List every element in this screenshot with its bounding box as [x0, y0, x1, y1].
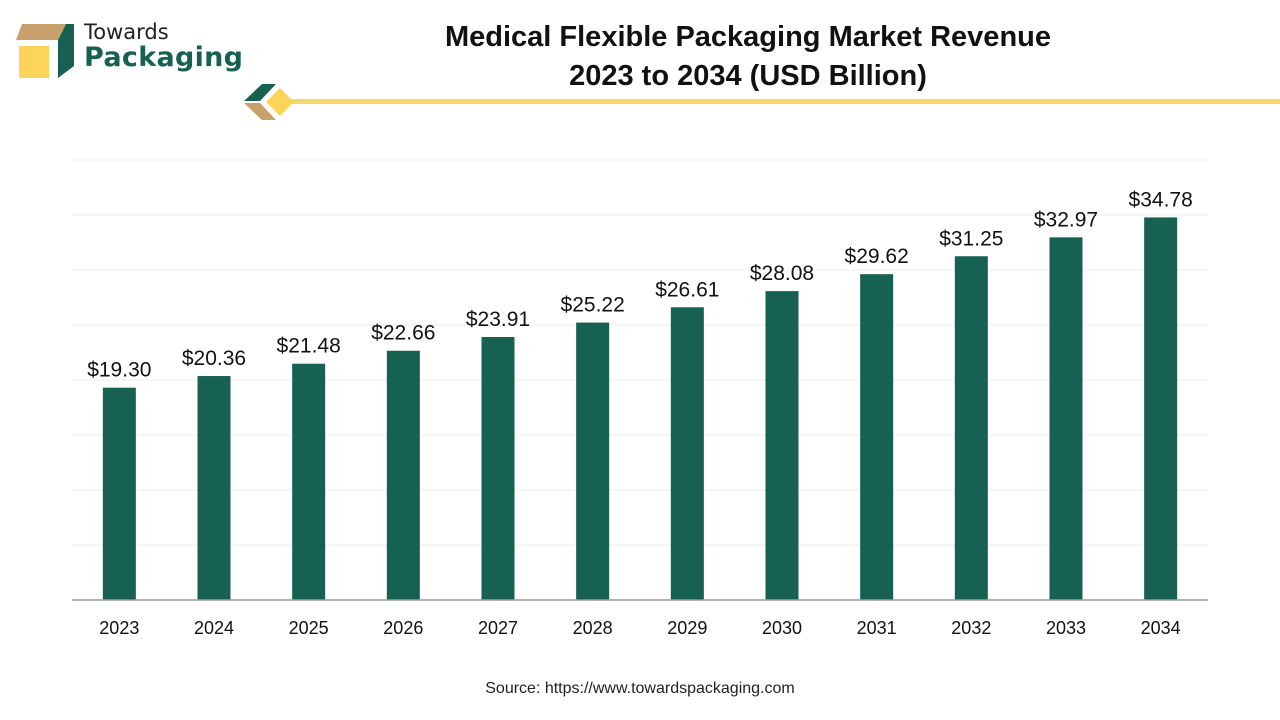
source-note: Source: https://www.towardspackaging.com [485, 680, 795, 697]
bar-2030 [765, 291, 799, 600]
bar-2025 [292, 363, 326, 600]
x-tick-label-2024: 2024 [194, 618, 234, 638]
data-label-2026: $22.66 [371, 322, 435, 345]
data-label-2024: $20.36 [182, 347, 246, 370]
data-label-2034: $34.78 [1129, 188, 1193, 211]
x-tick-label-2027: 2027 [478, 618, 518, 638]
data-label-2028: $25.22 [561, 294, 625, 317]
bar-2029 [670, 307, 704, 600]
bar-2027 [481, 336, 515, 600]
bar-2026 [386, 350, 420, 600]
bar-2028 [576, 322, 610, 600]
bar-2033 [1049, 237, 1083, 600]
data-label-2031: $29.62 [845, 245, 909, 268]
data-label-2030: $28.08 [750, 262, 814, 285]
bar-2024 [197, 376, 231, 600]
data-label-2027: $23.91 [466, 308, 530, 331]
x-tick-label-2026: 2026 [383, 618, 423, 638]
x-tick-label-2028: 2028 [573, 618, 613, 638]
x-tick-label-2032: 2032 [951, 618, 991, 638]
x-tick-label-2034: 2034 [1141, 618, 1181, 638]
x-tick-label-2029: 2029 [667, 618, 707, 638]
bar-2023 [102, 387, 136, 600]
x-tick-label-2031: 2031 [857, 618, 897, 638]
title-line-1: Medical Flexible Packaging Market Revenu… [444, 21, 1051, 53]
x-tick-label-2033: 2033 [1046, 618, 1086, 638]
towards-packaging-logo [16, 24, 74, 78]
x-tick-label-2023: 2023 [99, 618, 139, 638]
title-line-2: 2023 to 2034 (USD Billion) [569, 60, 927, 92]
bar-2034 [1144, 217, 1178, 601]
bar-2032 [954, 256, 988, 600]
brand-towards: Towards [84, 20, 169, 44]
brand-packaging: Packaging [84, 42, 244, 73]
data-label-2029: $26.61 [655, 278, 719, 301]
data-label-2023: $19.30 [87, 359, 151, 382]
data-label-2025: $21.48 [277, 335, 341, 358]
data-label-2033: $32.97 [1034, 208, 1098, 231]
x-tick-label-2025: 2025 [289, 618, 329, 638]
x-tick-label-2030: 2030 [762, 618, 802, 638]
data-label-2032: $31.25 [939, 227, 1003, 250]
title-decoration [244, 84, 1280, 120]
chart-title: Medical Flexible Packaging Market Revenu… [340, 18, 1156, 96]
bar-2031 [860, 274, 894, 600]
